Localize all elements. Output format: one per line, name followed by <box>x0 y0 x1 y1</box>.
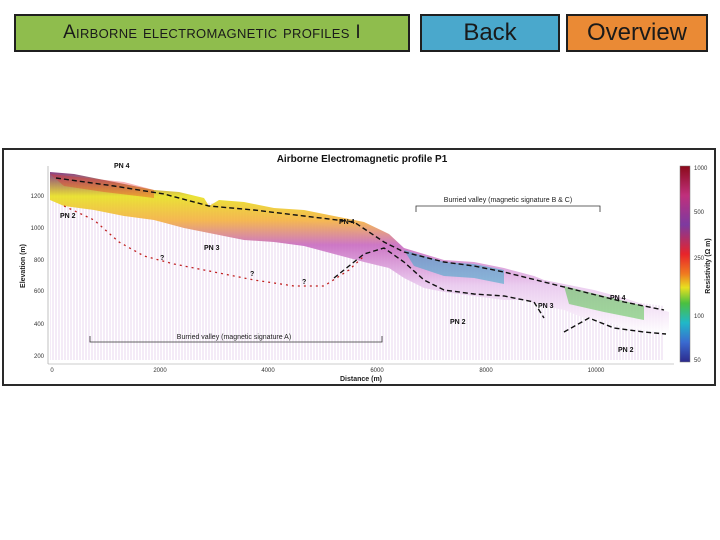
x-tick-2000: 2000 <box>153 368 167 374</box>
band-accent-3 <box>50 174 154 198</box>
x-tick-4000: 4000 <box>261 368 275 374</box>
resistivity-colorbar <box>679 165 691 363</box>
label-pn2-b: PN 2 <box>450 319 466 326</box>
label-q3: ? <box>302 279 306 286</box>
colorbar-label: Resistivity (Ω m) <box>705 238 712 293</box>
label-pn3-b: PN 3 <box>538 303 554 310</box>
title-button[interactable]: Airborne electromagnetic profiles I <box>14 14 410 52</box>
x-tick-6000: 6000 <box>370 368 384 374</box>
resistivity-band <box>50 172 669 334</box>
cb-tick-50: 50 <box>694 358 701 364</box>
y-tick-800: 800 <box>34 258 45 264</box>
valley-a-label: Burried valley (magnetic signature A) <box>177 334 291 341</box>
back-label: Back <box>463 19 517 46</box>
overview-label: Overview <box>586 19 688 46</box>
overview-button[interactable]: Overview <box>566 14 708 52</box>
boundary-pn4-upper <box>55 177 665 311</box>
aem-profile-figure: Airborne Electromagnetic profile P1 1200… <box>2 148 716 386</box>
cb-tick-1000: 1000 <box>694 166 708 172</box>
cb-tick-250: 250 <box>694 256 705 262</box>
x-tick-8000: 8000 <box>479 368 493 374</box>
label-pn4-c: PN 4 <box>610 295 626 302</box>
valley-bc-bracket <box>415 205 601 212</box>
figure-title: Airborne Electromagnetic profile P1 <box>277 154 448 165</box>
y-tick-1000: 1000 <box>31 226 45 232</box>
cb-tick-100: 100 <box>694 314 705 320</box>
valley-bc-label: Burried valley (magnetic signature B & C… <box>444 197 572 204</box>
y-tick-600: 600 <box>34 289 45 295</box>
y-tick-200: 200 <box>34 354 45 360</box>
valley-a-bracket <box>89 336 383 343</box>
x-tick-0: 0 <box>50 368 54 374</box>
label-pn3-a: PN 3 <box>204 245 220 252</box>
boundary-pn3 <box>333 247 545 319</box>
profile-svg: Airborne Electromagnetic profile P1 1200… <box>20 154 712 383</box>
x-axis-label: Distance (m) <box>340 376 382 383</box>
y-tick-1200: 1200 <box>31 194 45 200</box>
label-q2: ? <box>250 271 254 278</box>
back-button[interactable]: Back <box>420 14 560 52</box>
cb-tick-500: 500 <box>694 210 705 216</box>
boundary-pn2 <box>563 317 667 335</box>
label-q1: ? <box>160 255 164 262</box>
y-axis-label: Elevation (m) <box>20 244 27 288</box>
buried-valley-line <box>63 205 365 287</box>
band-accent-2 <box>564 286 644 320</box>
x-tick-10000: 10000 <box>588 368 605 374</box>
title-label: Airborne electromagnetic profiles I <box>63 22 361 43</box>
y-tick-400: 400 <box>34 322 45 328</box>
label-pn2-c: PN 2 <box>618 347 634 354</box>
label-pn2-a: PN 2 <box>60 213 76 220</box>
label-pn4-a: PN 4 <box>114 163 130 170</box>
label-pn4-b: PN 4 <box>339 219 355 226</box>
